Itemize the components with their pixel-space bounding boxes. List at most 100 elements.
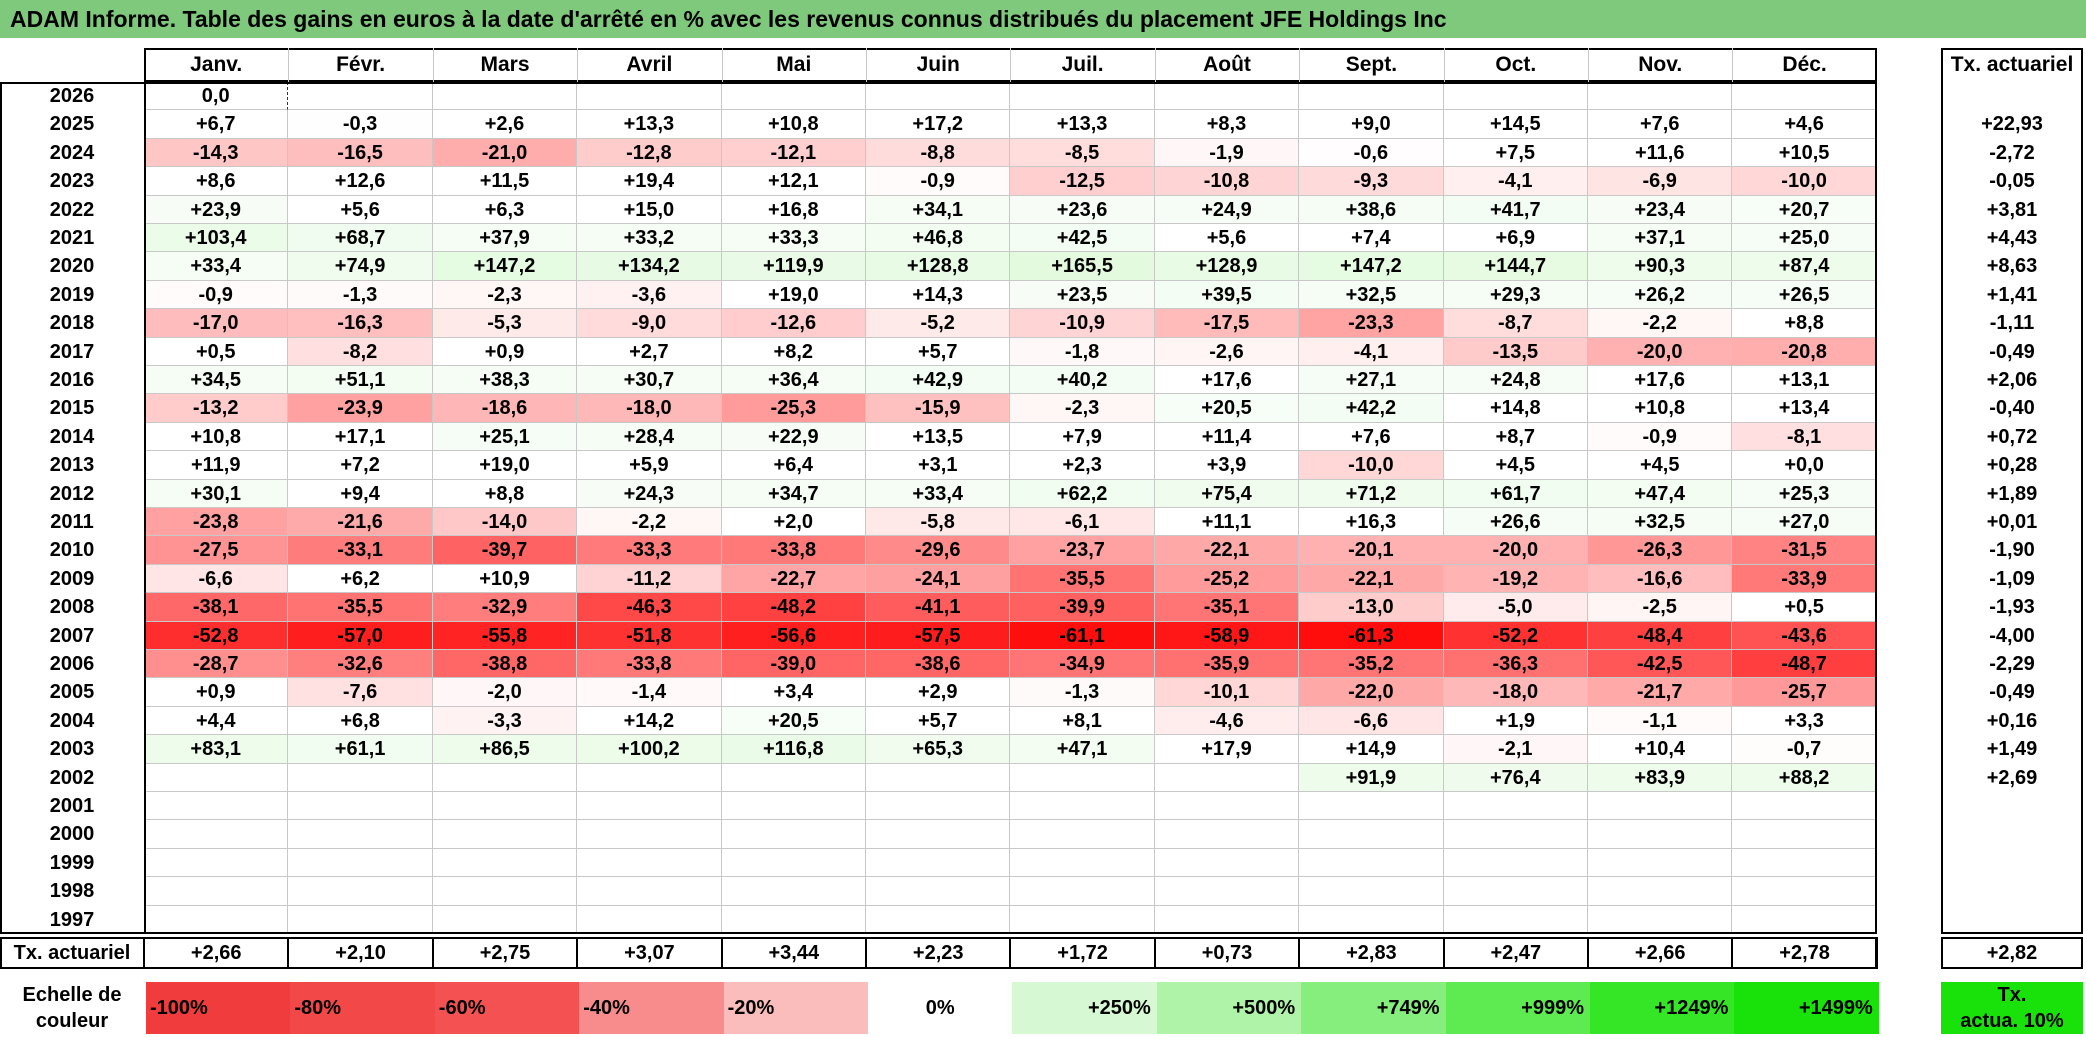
table-cell	[1732, 905, 1877, 934]
table-cell: +91,9	[1299, 763, 1444, 792]
footer-value: +2,10	[335, 942, 386, 964]
year-label: 2002	[49, 766, 95, 789]
table-cell: +13,1	[1732, 366, 1877, 395]
table-cell: +10,8	[1588, 394, 1733, 423]
table-cell: +39,5	[1154, 280, 1300, 310]
table-cell	[1010, 848, 1155, 878]
annual-rate: +1,41	[1986, 283, 2038, 306]
month-header-5: Mai	[776, 53, 812, 76]
table-cell: -55,8	[432, 621, 578, 650]
table-cell: -3,6	[577, 280, 722, 310]
table-cell: +17,9	[1154, 735, 1300, 764]
table-cell: +20,5	[1154, 394, 1300, 423]
table-cell: +61,1	[288, 735, 433, 764]
table-cell: +5,6	[288, 195, 433, 224]
table-cell: +6,3	[432, 195, 578, 224]
table-cell	[721, 848, 866, 878]
table-cell: -14,3	[144, 138, 289, 168]
table-cell: -10,9	[1010, 309, 1155, 338]
table-cell	[721, 792, 866, 821]
table-cell	[721, 763, 866, 792]
table-cell: +128,9	[1154, 252, 1300, 281]
table-cell: +13,3	[1010, 110, 1155, 139]
table-cell: +100,2	[577, 735, 722, 764]
table-cell: -0,9	[866, 167, 1011, 196]
table-cell	[288, 877, 433, 906]
scale-swatch: -40%	[579, 982, 724, 1034]
table-cell: -35,1	[1154, 593, 1300, 622]
table-cell	[1443, 792, 1588, 821]
table-cell: +71,2	[1299, 479, 1444, 508]
table-cell: -16,6	[1588, 564, 1733, 594]
table-cell: -39,9	[1010, 593, 1155, 622]
table-cell: +14,3	[866, 280, 1011, 310]
table-cell: +29,3	[1443, 280, 1588, 310]
table-cell: +22,9	[721, 422, 866, 452]
table-cell: -33,8	[577, 650, 722, 679]
footer-value: +2,23	[912, 942, 964, 964]
table-cell: +14,9	[1299, 735, 1444, 764]
year-label: 2020	[49, 255, 95, 278]
table-cell: +33,2	[577, 224, 722, 253]
scale-label-line2: couleur	[35, 1010, 109, 1032]
footer-value: +2,75	[479, 942, 531, 964]
table-cell	[144, 848, 289, 878]
table-cell	[1443, 905, 1588, 934]
table-cell	[1732, 848, 1877, 878]
table-cell: -23,7	[1010, 536, 1155, 565]
table-cell	[288, 82, 433, 111]
annual-rate: -0,40	[1989, 397, 2035, 420]
scale-swatch: +500%	[1156, 982, 1302, 1034]
table-cell: -5,8	[866, 508, 1011, 537]
year-label: 1999	[49, 851, 95, 874]
month-header-6: Juin	[916, 53, 960, 76]
scale-swatch: +250%	[1012, 982, 1157, 1034]
table-cell: -13,0	[1299, 593, 1444, 622]
table-cell	[144, 905, 289, 934]
table-cell: -4,1	[1299, 337, 1444, 366]
table-cell: +38,6	[1299, 195, 1444, 224]
table-cell: -12,6	[721, 309, 866, 338]
table-cell: -33,1	[288, 536, 433, 565]
table-cell: +37,9	[432, 224, 578, 253]
year-label: 2000	[49, 823, 95, 846]
table-cell: +14,5	[1443, 110, 1588, 139]
table-cell: -48,7	[1732, 650, 1877, 679]
table-cell: +0,9	[144, 678, 289, 707]
table-cell	[577, 848, 722, 878]
year-label: 2014	[49, 425, 95, 448]
table-cell: -39,0	[721, 650, 866, 679]
table-cell: -1,1	[1588, 706, 1733, 736]
table-cell: +47,4	[1588, 479, 1733, 508]
table-cell: +19,4	[577, 167, 722, 196]
table-cell: +10,5	[1732, 138, 1877, 168]
table-cell: -20,0	[1443, 536, 1588, 565]
year-label: 2011	[50, 511, 94, 533]
table-cell: -48,4	[1588, 621, 1733, 650]
year-label: 1998	[49, 880, 95, 903]
table-cell: +68,7	[288, 224, 433, 253]
table-cell: -13,2	[144, 394, 289, 423]
table-cell	[1299, 877, 1444, 906]
table-cell: -38,1	[144, 593, 289, 622]
table-cell: -8,5	[1010, 138, 1155, 168]
table-cell: -2,3	[432, 280, 578, 310]
table-cell: -52,2	[1443, 621, 1588, 650]
footer-label: Tx. actuariel	[13, 942, 131, 964]
table-cell: -22,1	[1154, 536, 1300, 565]
table-cell: -43,6	[1732, 621, 1877, 650]
table-cell	[144, 763, 289, 792]
actuarial-header: Tx. actuariel	[1950, 53, 2074, 76]
table-cell: +26,5	[1732, 280, 1877, 310]
table-cell	[1443, 877, 1588, 906]
footer-value: +3,07	[624, 942, 675, 964]
annual-rate	[1941, 820, 2083, 848]
year-label: 2019	[49, 283, 95, 306]
table-cell: +76,4	[1443, 763, 1588, 792]
table-cell: +1,9	[1443, 706, 1588, 736]
table-cell	[577, 82, 722, 111]
table-cell: +90,3	[1588, 252, 1733, 281]
table-cell: -31,5	[1732, 536, 1877, 565]
table-cell: +8,8	[432, 479, 578, 508]
table-cell: +2,3	[1010, 451, 1155, 480]
